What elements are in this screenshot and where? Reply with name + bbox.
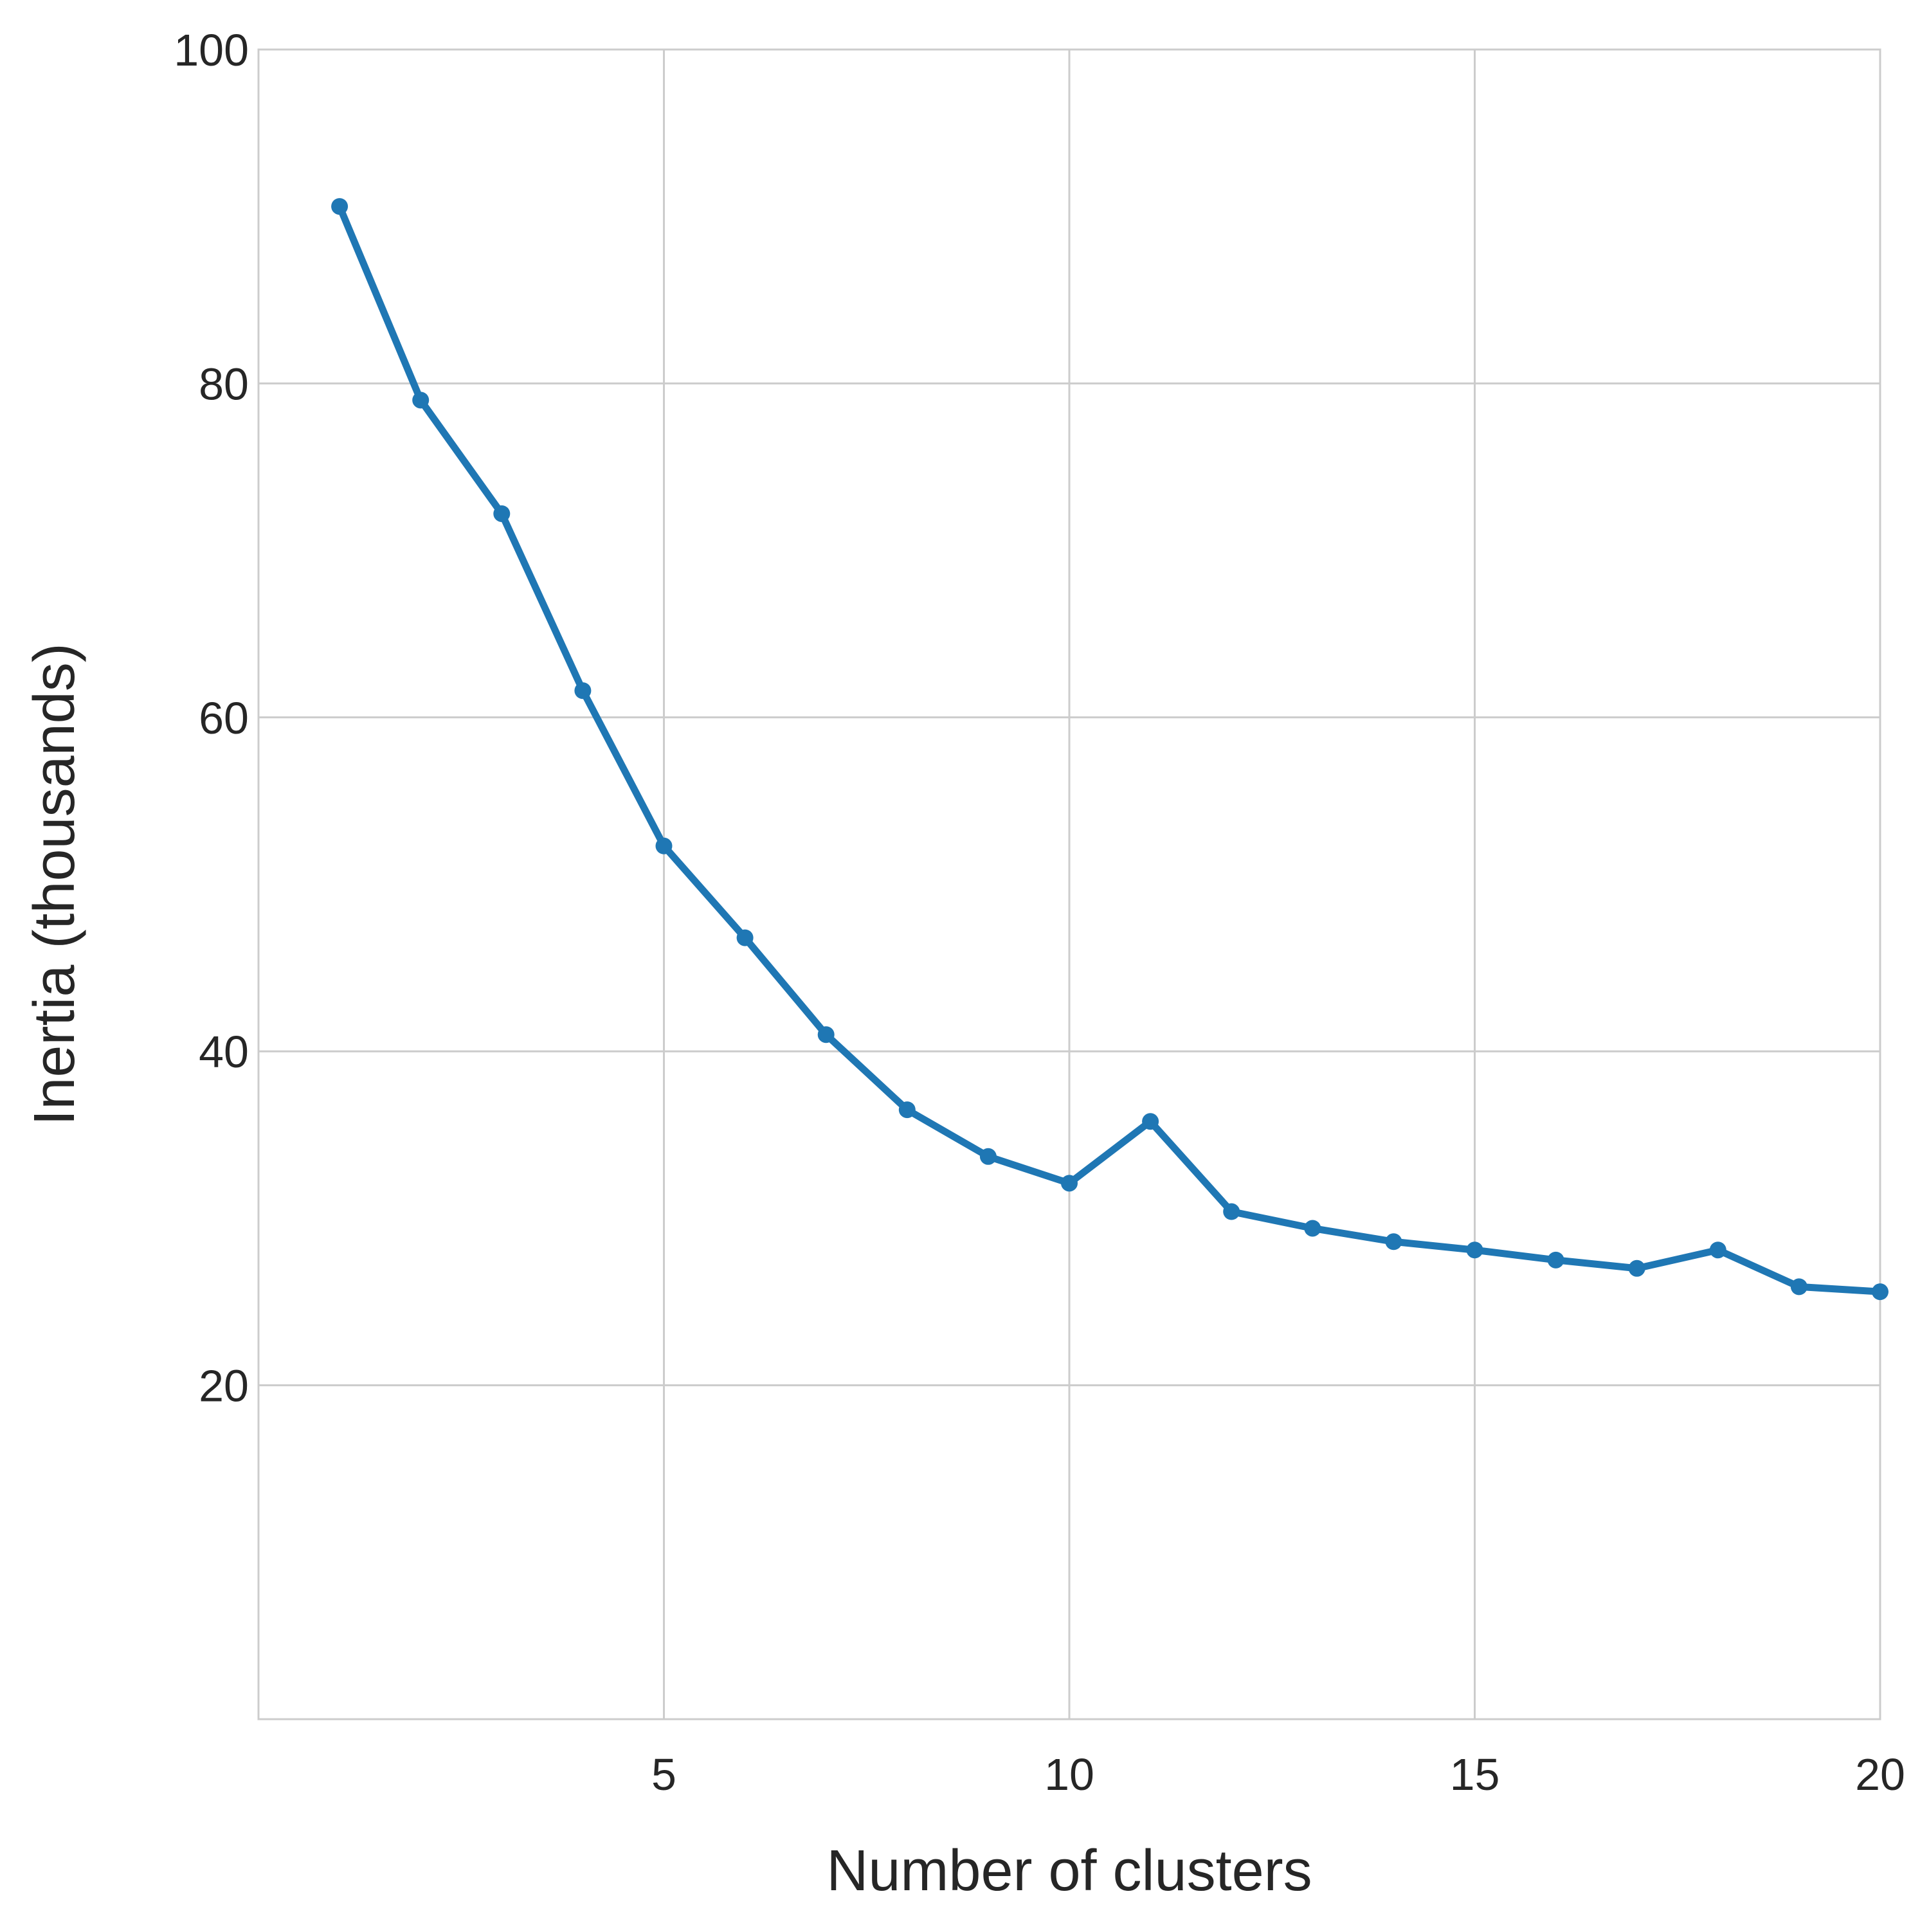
data-point [898,1101,916,1119]
data-point [655,837,673,854]
data-point [1385,1233,1402,1250]
data-point [979,1148,997,1165]
data-point [331,198,349,215]
data-point [1628,1259,1645,1277]
x-tick-label: 5 [651,1749,676,1800]
y-tick-label: 100 [174,25,249,75]
data-point [1304,1220,1321,1237]
y-axis-title: Inertia (thousands) [23,643,87,1125]
data-point [574,682,592,700]
data-point [1547,1251,1564,1268]
x-tick-label: 20 [1855,1749,1905,1800]
x-tick-label: 10 [1044,1749,1094,1800]
data-point [1709,1241,1726,1259]
y-tick-label: 40 [199,1027,249,1077]
plot-frame [257,48,1881,1720]
data-point [1790,1278,1807,1296]
series [331,198,1888,1301]
data-point [1061,1175,1078,1192]
y-tick-label: 80 [199,359,249,409]
series-line [336,203,1884,1296]
data-point [817,1026,835,1043]
data-point [412,392,430,409]
data-point [736,929,754,946]
data-point [1466,1241,1483,1259]
grid [258,48,1881,1719]
data-point [1142,1113,1159,1130]
x-axis-title: Number of clusters [826,1839,1312,1903]
y-tick-label: 60 [199,693,249,743]
data-point [1223,1203,1240,1220]
x-tick-label: 15 [1450,1749,1500,1800]
data-point [493,505,511,522]
data-point [1872,1283,1888,1301]
tick-labels: 5 10 15 20 20 40 60 80 100 [174,25,1905,1800]
y-tick-label: 20 [199,1361,249,1411]
